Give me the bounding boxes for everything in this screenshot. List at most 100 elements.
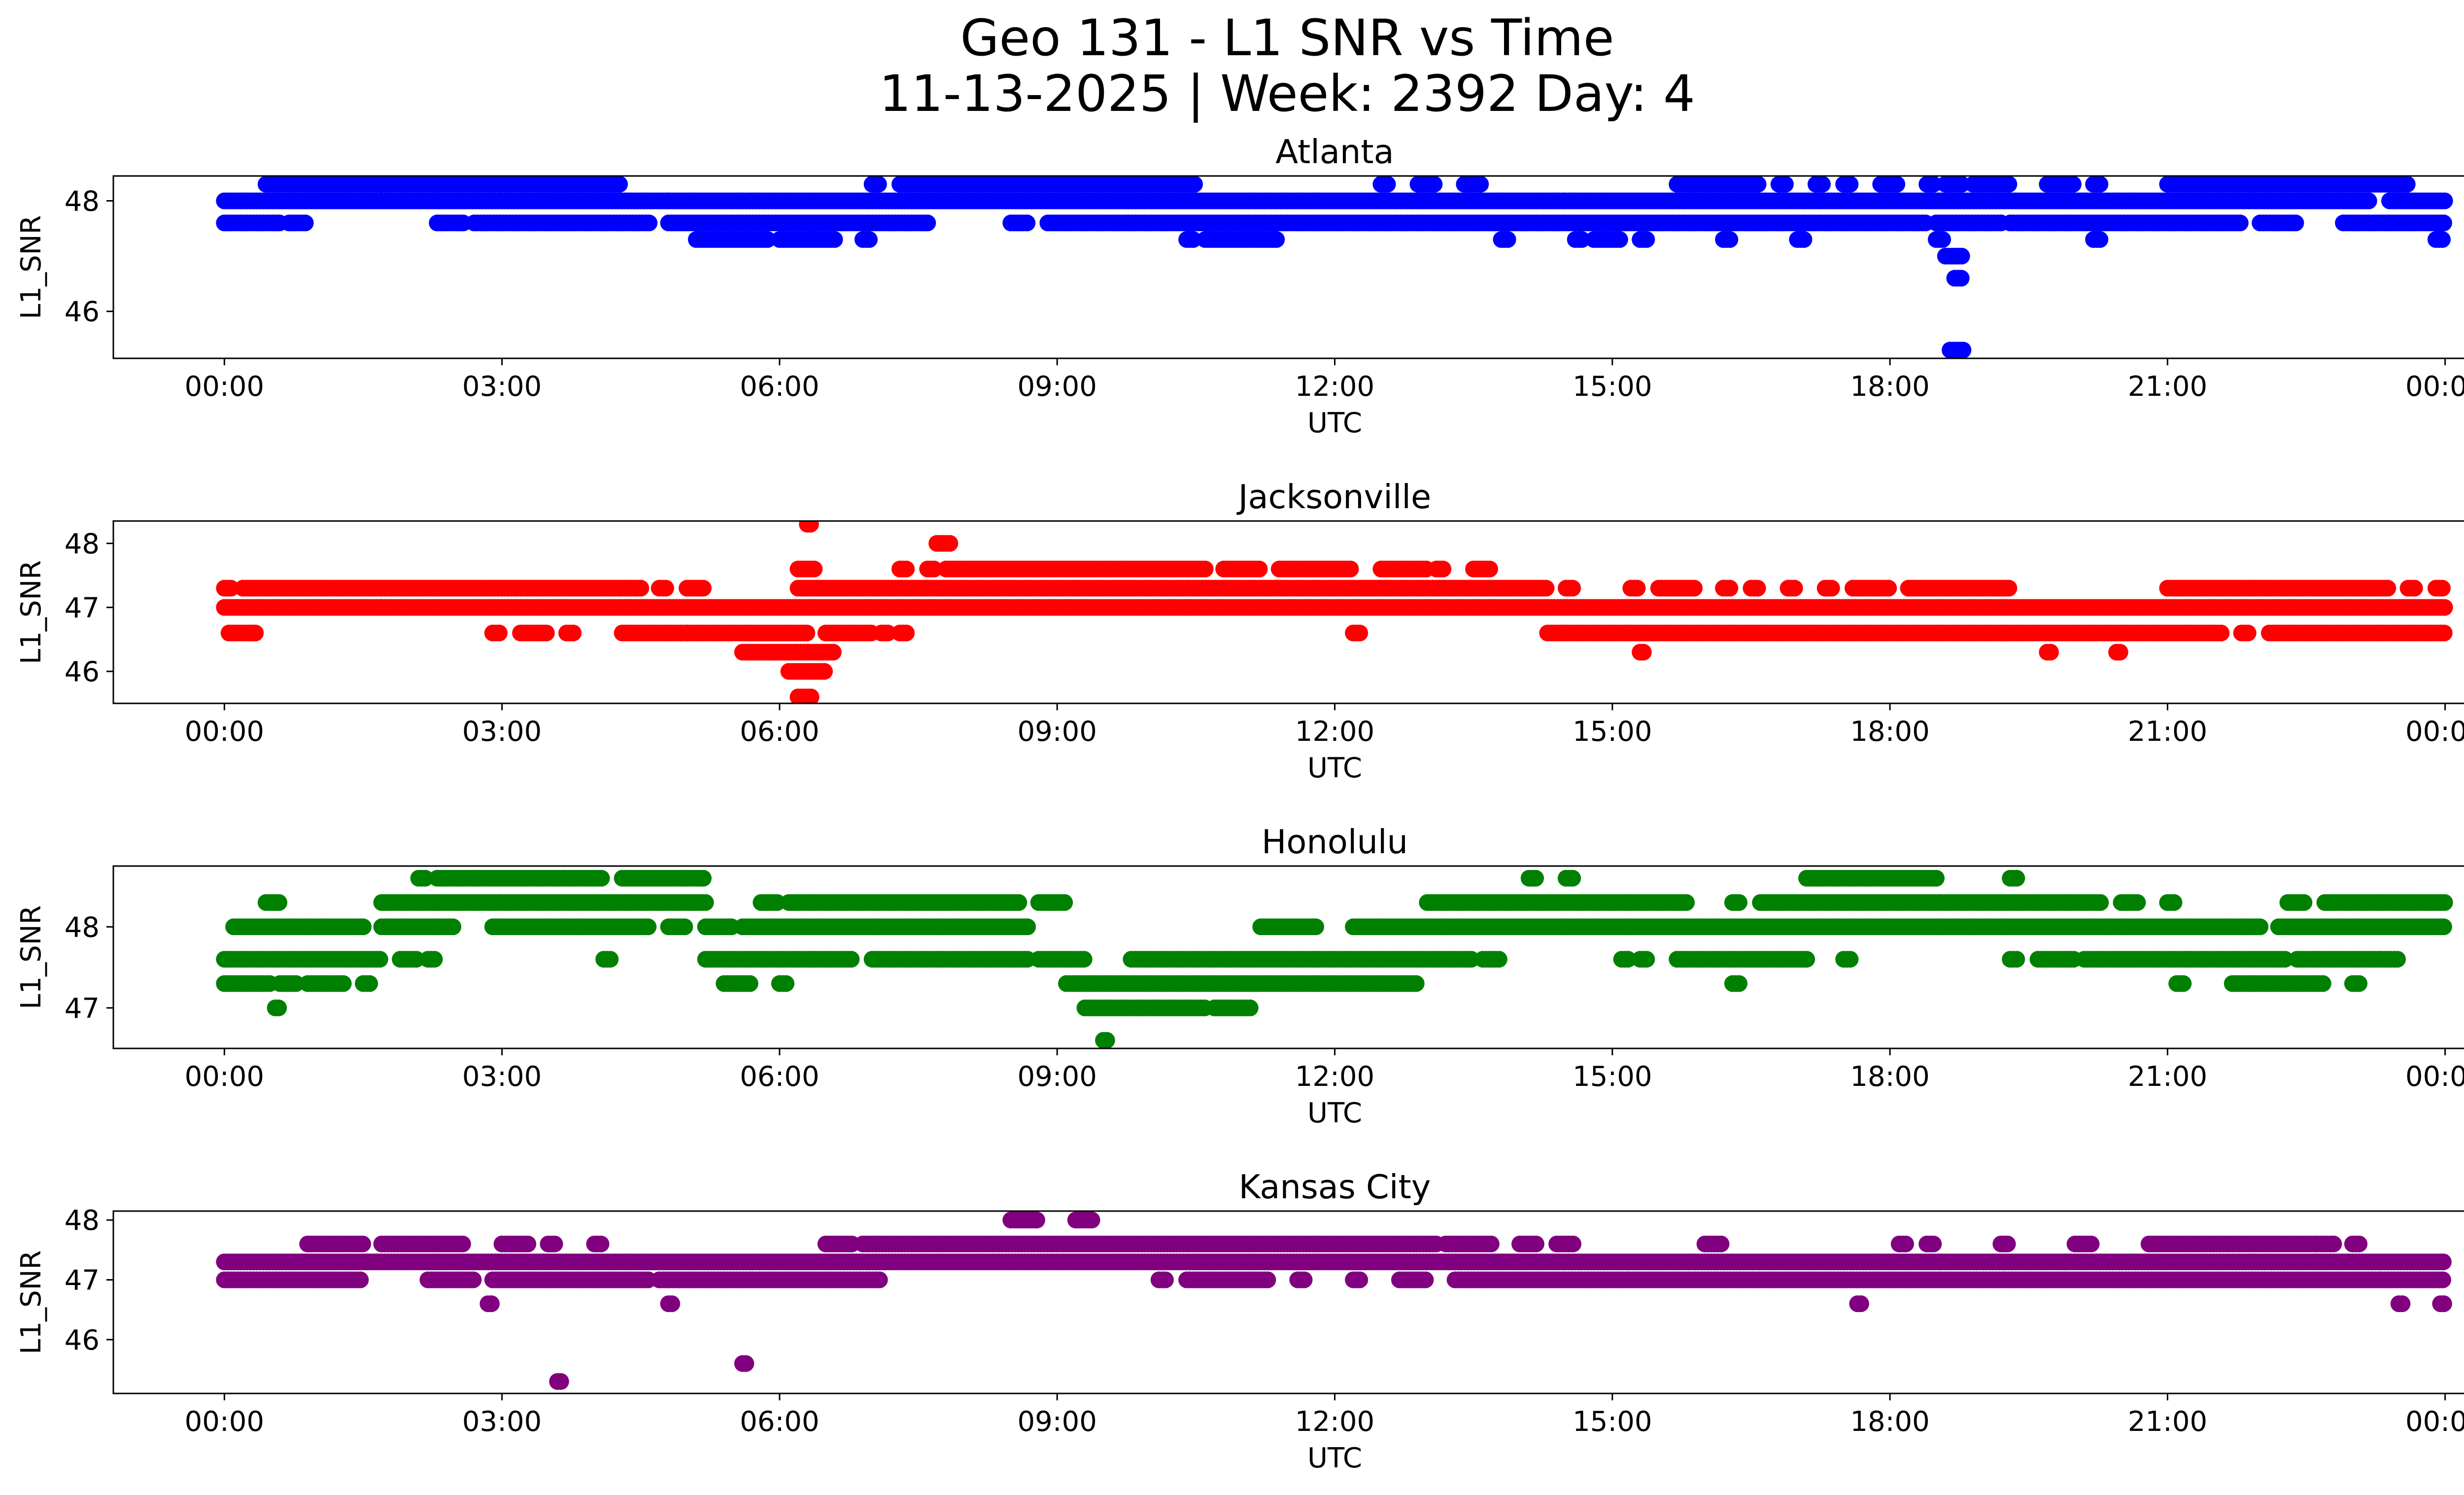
data-point bbox=[676, 918, 693, 936]
data-point bbox=[2436, 894, 2453, 911]
subplot-title: Jacksonville bbox=[1236, 478, 1432, 516]
data-point bbox=[2091, 176, 2109, 193]
data-points bbox=[216, 521, 2453, 703]
data-point bbox=[1731, 894, 1747, 911]
data-point bbox=[1307, 918, 1324, 936]
data-point bbox=[806, 560, 823, 578]
data-point bbox=[2252, 918, 2269, 936]
data-point bbox=[271, 894, 288, 911]
data-point bbox=[1527, 869, 1544, 887]
data-point bbox=[1481, 560, 1498, 578]
data-point bbox=[593, 869, 610, 887]
data-point bbox=[1934, 231, 1951, 248]
data-point bbox=[1251, 560, 1268, 578]
y-tick-label: 46 bbox=[65, 296, 100, 328]
data-point bbox=[1749, 176, 1767, 193]
data-point bbox=[2436, 192, 2453, 209]
data-point bbox=[1678, 894, 1695, 911]
data-point bbox=[1472, 176, 1489, 193]
y-tick-label: 48 bbox=[65, 185, 100, 217]
data-point bbox=[1842, 176, 1859, 193]
y-axis-label: L1_SNR bbox=[15, 560, 47, 664]
data-point bbox=[1888, 176, 1906, 193]
data-point bbox=[491, 625, 508, 642]
x-tick-label: 00:00 bbox=[185, 716, 264, 748]
data-point bbox=[1075, 951, 1093, 968]
subplot-title: Honolulu bbox=[1262, 823, 1408, 861]
x-tick-label: 21:00 bbox=[2128, 371, 2207, 403]
x-tick-label: 15:00 bbox=[1573, 716, 1652, 748]
data-point bbox=[1953, 247, 1970, 265]
data-point bbox=[1823, 580, 1840, 597]
data-point bbox=[802, 521, 819, 533]
data-point bbox=[1197, 560, 1214, 578]
x-tick-label: 12:00 bbox=[1295, 371, 1374, 403]
data-point bbox=[2129, 894, 2146, 911]
data-point bbox=[1019, 214, 1036, 232]
data-point bbox=[222, 580, 240, 597]
data-point bbox=[769, 894, 786, 911]
x-tick-label: 03:00 bbox=[462, 716, 542, 748]
data-point bbox=[1268, 231, 1285, 248]
data-point bbox=[2360, 192, 2377, 209]
x-axis-label: UTC bbox=[1307, 752, 1362, 784]
data-point bbox=[1814, 176, 1831, 193]
data-point bbox=[695, 580, 712, 597]
data-point bbox=[426, 951, 443, 968]
data-point bbox=[2406, 580, 2423, 597]
data-point bbox=[657, 580, 674, 597]
data-point bbox=[2435, 214, 2452, 232]
data-point bbox=[1686, 580, 1703, 597]
data-point bbox=[1953, 176, 1970, 193]
x-tick-label: 21:00 bbox=[2128, 716, 2207, 748]
data-point bbox=[1426, 176, 1443, 193]
data-point bbox=[1954, 342, 1972, 358]
data-point bbox=[1564, 869, 1581, 887]
figure-title-line2: 11-13-2025 | Week: 2392 Day: 4 bbox=[879, 65, 1695, 123]
x-tick-label: 09:00 bbox=[1018, 371, 1097, 403]
data-point bbox=[898, 625, 915, 642]
data-points bbox=[216, 869, 2453, 1048]
data-point bbox=[355, 918, 372, 936]
data-point bbox=[2435, 918, 2452, 936]
data-point bbox=[602, 951, 619, 968]
data-point bbox=[1379, 176, 1396, 193]
data-point bbox=[445, 918, 462, 936]
data-point bbox=[1056, 894, 1073, 911]
x-tick-label: 00:00 bbox=[2405, 716, 2464, 748]
x-tick-label: 15:00 bbox=[1573, 371, 1652, 403]
x-tick-label: 06:00 bbox=[740, 371, 819, 403]
x-tick-label: 18:00 bbox=[1850, 716, 1929, 748]
figure-title-line1: Geo 131 - L1 SNR vs Time bbox=[960, 9, 1614, 68]
data-point bbox=[1749, 580, 1766, 597]
data-point bbox=[1786, 580, 1803, 597]
data-point bbox=[898, 560, 915, 578]
data-point bbox=[247, 625, 264, 642]
data-point bbox=[1635, 644, 1652, 661]
data-point bbox=[408, 951, 425, 968]
data-point bbox=[1611, 231, 1628, 248]
data-point bbox=[1721, 231, 1739, 248]
data-point bbox=[632, 580, 650, 597]
data-point bbox=[1928, 869, 1945, 887]
data-point bbox=[416, 869, 434, 887]
data-point bbox=[1777, 176, 1794, 193]
data-point bbox=[1351, 625, 1369, 642]
data-point bbox=[802, 689, 820, 703]
data-point bbox=[1342, 560, 1359, 578]
data-point bbox=[1186, 176, 1203, 193]
data-point bbox=[870, 176, 887, 193]
data-point bbox=[2287, 214, 2304, 232]
data-point bbox=[2213, 625, 2230, 642]
data-point bbox=[2000, 176, 2018, 193]
data-point bbox=[1629, 580, 1646, 597]
data-point bbox=[1185, 231, 1202, 248]
data-point bbox=[2434, 580, 2451, 597]
data-point bbox=[371, 951, 388, 968]
data-point bbox=[2231, 214, 2249, 232]
x-tick-label: 09:00 bbox=[1018, 716, 1097, 748]
